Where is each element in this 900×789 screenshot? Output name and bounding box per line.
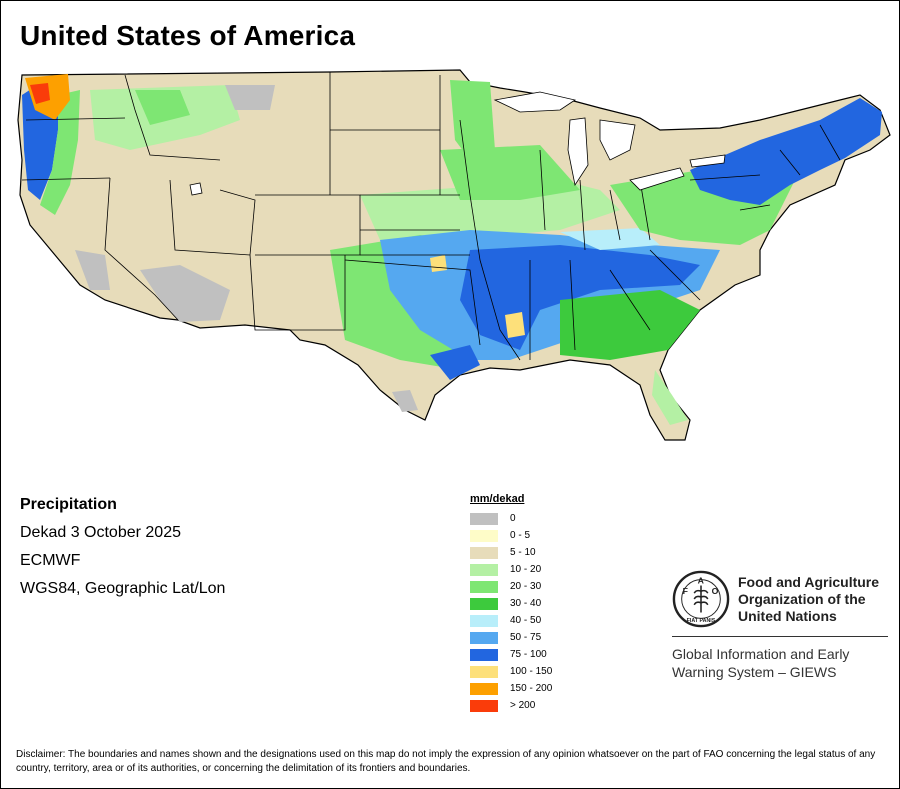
northeast-states [689, 124, 841, 211]
legend-swatch [470, 563, 498, 576]
fao-logo-icon: F A O FIAT PANIS [672, 570, 730, 628]
giews-name: Global Information and Early Warning Sys… [672, 645, 888, 681]
legend-swatch [470, 699, 498, 712]
legend-label: 0 [510, 513, 516, 524]
legend-label: 5 - 10 [510, 547, 536, 558]
great-lakes-green [440, 145, 580, 200]
dakotas-green [450, 80, 495, 160]
fao-logo-letter-o: O [712, 586, 719, 596]
oklahoma-locally-heavy [430, 255, 447, 272]
legend-swatch [470, 665, 498, 678]
legend-item: 5 - 10 [470, 544, 552, 561]
new-mexico-border [249, 254, 346, 331]
great-salt-lake [189, 182, 203, 196]
nebraska-kansas-line [360, 194, 470, 256]
legend-swatch [470, 529, 498, 542]
great-basin-zero [225, 85, 275, 110]
variable-label: Precipitation [20, 496, 117, 513]
legend-swatch [470, 597, 498, 610]
lake-michigan [567, 117, 589, 187]
legend-label: > 200 [510, 700, 536, 711]
legend-swatch [470, 631, 498, 644]
giews-line: Warning System – GIEWS [672, 664, 837, 680]
lower-mississippi-locally-heavy [505, 312, 525, 338]
legend-item: 20 - 30 [470, 578, 552, 595]
precipitation-map [17, 69, 891, 441]
giews-line: Global Information and Early [672, 646, 850, 662]
legend-label: 30 - 40 [510, 598, 542, 609]
legend-swatch [470, 648, 498, 661]
southeast-states [529, 249, 701, 360]
fao-name-line: United Nations [738, 607, 837, 624]
mississippi-river-line [459, 119, 521, 361]
oregon-california-line [21, 177, 111, 181]
great-lakes [189, 91, 726, 196]
source-label: ECMWF [20, 552, 81, 569]
southeast-green [560, 290, 700, 360]
fao-block: F A O FIAT PANIS Food and Agriculture Or… [672, 570, 888, 681]
washington-oregon-line [25, 117, 126, 121]
legend-label: 100 - 150 [510, 666, 553, 677]
state-boundaries [21, 72, 841, 361]
legend-label: 20 - 30 [510, 581, 542, 592]
fao-header: F A O FIAT PANIS Food and Agriculture Or… [672, 570, 888, 628]
fao-name-line: Food and Agriculture [738, 573, 880, 590]
legend-item: 0 [470, 510, 552, 527]
florida-light-green [652, 370, 688, 425]
desert-southwest-zero [140, 265, 230, 322]
legend-label: 150 - 200 [510, 683, 553, 694]
pacific-northwest-extreme-rain [30, 83, 50, 104]
fao-name: Food and Agriculture Organization of the… [738, 574, 879, 625]
lake-erie [629, 167, 685, 191]
legend-item: 100 - 150 [470, 663, 552, 680]
precipitation-bands [22, 74, 882, 425]
period-label: Dekad 3 October 2025 [20, 524, 181, 541]
fao-divider [672, 636, 888, 637]
west-coast-green-band [40, 90, 80, 215]
legend-unit: mm/dekad [470, 493, 525, 505]
legend-label: 75 - 100 [510, 649, 547, 660]
fao-logo-letter-a: A [698, 576, 705, 586]
northern-rockies-moderate [135, 90, 190, 125]
legend-swatch [470, 512, 498, 525]
legend-item: 75 - 100 [470, 646, 552, 663]
legend-swatch [470, 580, 498, 593]
legend-label: 0 - 5 [510, 530, 531, 541]
projection-label: WGS84, Geographic Lat/Lon [20, 580, 226, 597]
nevada-border [104, 177, 179, 321]
legend-item: 30 - 40 [470, 595, 552, 612]
northeast-wet-band [690, 98, 882, 205]
legend-label: 40 - 50 [510, 615, 542, 626]
dakotas-border [329, 72, 441, 195]
legend-label: 10 - 20 [510, 564, 542, 575]
midwest-states [539, 149, 651, 251]
lake-huron [599, 119, 636, 161]
legend-item: 0 - 5 [470, 527, 552, 544]
map-info-block: Precipitation Dekad 3 October 2025 ECMWF… [20, 497, 225, 609]
map-title: United States of America [20, 20, 356, 51]
legend-item: 150 - 200 [470, 680, 552, 697]
legend-swatch [470, 614, 498, 627]
legend-item: 40 - 50 [470, 612, 552, 629]
gulf-coast-heavy [430, 345, 480, 380]
disclaimer: Disclaimer: The boundaries and names sho… [16, 749, 876, 774]
idaho-montana-line [124, 74, 221, 161]
legend-swatch [470, 546, 498, 559]
fao-logo-motto: FIAT PANIS [687, 618, 716, 624]
oklahoma-texas-line [344, 259, 481, 346]
legend: mm/dekad 0 0 - 5 5 - 10 10 - 20 20 - 30 … [470, 493, 552, 714]
fao-name-line: Organization of the [738, 590, 866, 607]
legend-item: 50 - 75 [470, 629, 552, 646]
colorado-border [255, 194, 361, 256]
lake-ontario [689, 154, 726, 168]
california-zero [75, 250, 110, 290]
legend-item: > 200 [470, 697, 552, 714]
ohio-valley-light-blue [560, 228, 660, 250]
fao-logo-letter-f: F [683, 586, 688, 596]
legend-swatch [470, 682, 498, 695]
legend-item: 10 - 20 [470, 561, 552, 578]
lake-superior [493, 91, 576, 113]
legend-label: 50 - 75 [510, 632, 542, 643]
south-texas-zero [392, 390, 418, 412]
